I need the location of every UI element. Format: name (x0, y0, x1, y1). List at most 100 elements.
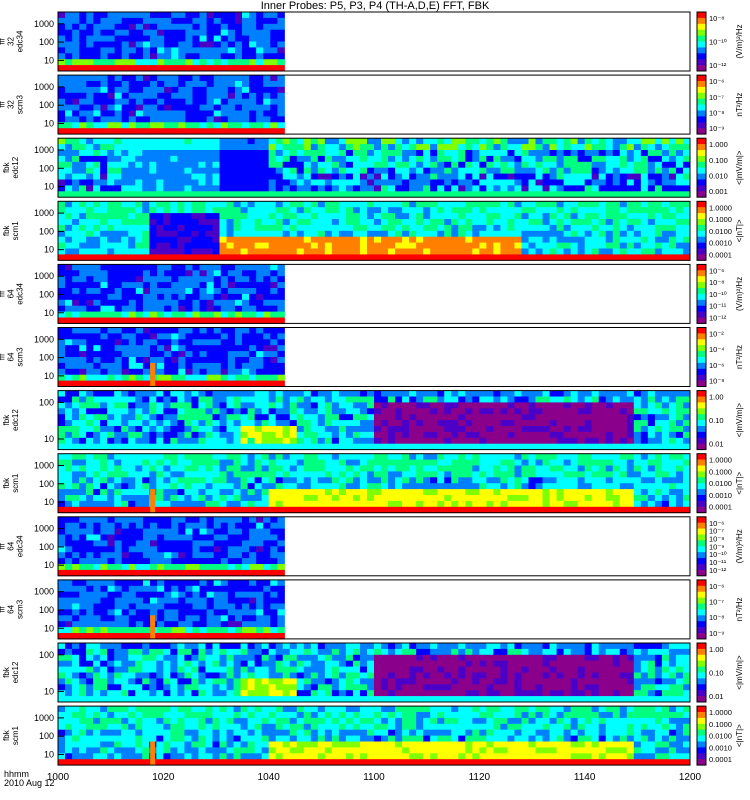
panel-3-cell (430, 155, 438, 163)
panel-4-cell (219, 254, 227, 261)
panel-3-cell (282, 138, 291, 145)
panel-8-cell (261, 506, 270, 514)
panel-4-cell (486, 254, 494, 261)
panel-4-cell (219, 207, 227, 214)
panel-7-cell (514, 402, 522, 409)
panel-7-cell (212, 396, 220, 403)
panel-4-cell (577, 254, 586, 261)
panel-2-cell (164, 86, 172, 94)
panel-8-cell (437, 489, 445, 496)
panel-7-cell (521, 408, 529, 415)
panel-8-cell (416, 500, 424, 508)
panel-8-cell (86, 500, 94, 508)
panel-4-cell (395, 248, 403, 255)
panel-3-cell (331, 138, 340, 145)
panel-5-cell (79, 276, 87, 283)
panel-3-cell (409, 179, 417, 186)
panel-4-cell (500, 242, 508, 249)
panel-5-cell (79, 270, 87, 277)
panel-4-cell (198, 207, 206, 214)
panel-7-cell (612, 426, 621, 433)
panel-8-cell (282, 495, 291, 502)
panel-7-cell (388, 408, 396, 415)
panel-8-cell (72, 495, 80, 502)
panel-3-cell (507, 173, 515, 180)
panel-3-cell (577, 191, 586, 198)
panel-3-cell (191, 191, 199, 198)
panel-5-cell (157, 293, 165, 301)
panel-1-cell (58, 23, 66, 31)
panel-7-cell (324, 414, 333, 421)
panel-4-cell (163, 242, 171, 249)
panel-7-colorbar-step (697, 434, 706, 439)
panel-7-cell (682, 402, 691, 409)
panel-6-cell (227, 345, 236, 352)
panel-4-cell (430, 248, 438, 255)
panel-8-cell (156, 500, 164, 508)
panel-6-cell (157, 362, 165, 370)
panel-8-cell (247, 465, 256, 472)
panel-6-ylabel-line: fff (0, 353, 7, 360)
panel-6-cell (58, 339, 66, 346)
panel-7-cell (507, 431, 515, 439)
panel-6-cell (263, 327, 271, 334)
panel-6-cbar-label: nT²/Hz (735, 345, 744, 369)
panel-3-cell (682, 150, 691, 157)
panel-3-cell (388, 161, 396, 169)
panel-4-cell (65, 213, 73, 220)
panel-3-cell (135, 150, 143, 157)
panel-4-cell (261, 242, 270, 249)
panel-6-cell (277, 339, 285, 346)
panel-7-cell (359, 437, 368, 445)
panel-8-cell (423, 483, 431, 490)
panel-8-cell (128, 506, 136, 514)
panel-3-cell (374, 144, 382, 151)
panel-3-cell (549, 191, 557, 198)
panel-6-cell (227, 327, 236, 334)
panel-6-cell (135, 351, 144, 358)
panel-8-cell (416, 471, 424, 478)
panel-1-cell (263, 41, 271, 48)
panel-1-colorbar-step (697, 53, 706, 57)
panel-7-colorbar-step (697, 399, 706, 403)
panel-7-cell (191, 437, 199, 445)
panel-4-cell (507, 201, 515, 208)
panel-6-cell (192, 380, 200, 387)
panel-4-cell (79, 248, 87, 255)
panel-8-cell (514, 495, 522, 502)
panel-6-colorbar-step (697, 377, 706, 381)
panel-7-cell (535, 402, 543, 409)
panel-3-cell (416, 161, 424, 169)
panel-8-cell (542, 453, 550, 460)
panel-7-cell (444, 402, 452, 409)
panel-7-cell (331, 396, 340, 403)
panel-5-cell (157, 282, 165, 289)
panel-3-cell (198, 173, 206, 180)
panel-4-cell (633, 219, 642, 226)
panel-3-cell (212, 161, 220, 169)
panel-8-cell (437, 483, 445, 490)
panel-4-cell (647, 219, 656, 226)
panel-3-cell (156, 144, 164, 151)
panel-3-cell (149, 161, 157, 169)
panel-4-cell (668, 207, 677, 214)
panel-6-cell (234, 345, 243, 352)
panel-3-cell (296, 138, 305, 145)
panel-5-cell (234, 311, 243, 318)
panel-7-cell (640, 443, 649, 450)
panel-2-cell (178, 98, 186, 105)
panel-7-cell (331, 426, 340, 433)
panel-6-cell (128, 351, 137, 358)
panel-7-cell (366, 443, 375, 450)
panel-4-colorbar-step (697, 227, 706, 232)
panel-4-cell (177, 219, 185, 226)
panel-7-cell (584, 437, 593, 445)
panel-3-cell (121, 138, 129, 145)
panel-7-cell (359, 396, 368, 403)
panel-5-cell (227, 305, 236, 312)
panel-7-cell (549, 414, 557, 421)
panel-7-cell (121, 402, 129, 409)
panel-4-cell (289, 207, 298, 214)
panel-7-cell (254, 426, 263, 433)
panel-7-cell (619, 414, 628, 421)
